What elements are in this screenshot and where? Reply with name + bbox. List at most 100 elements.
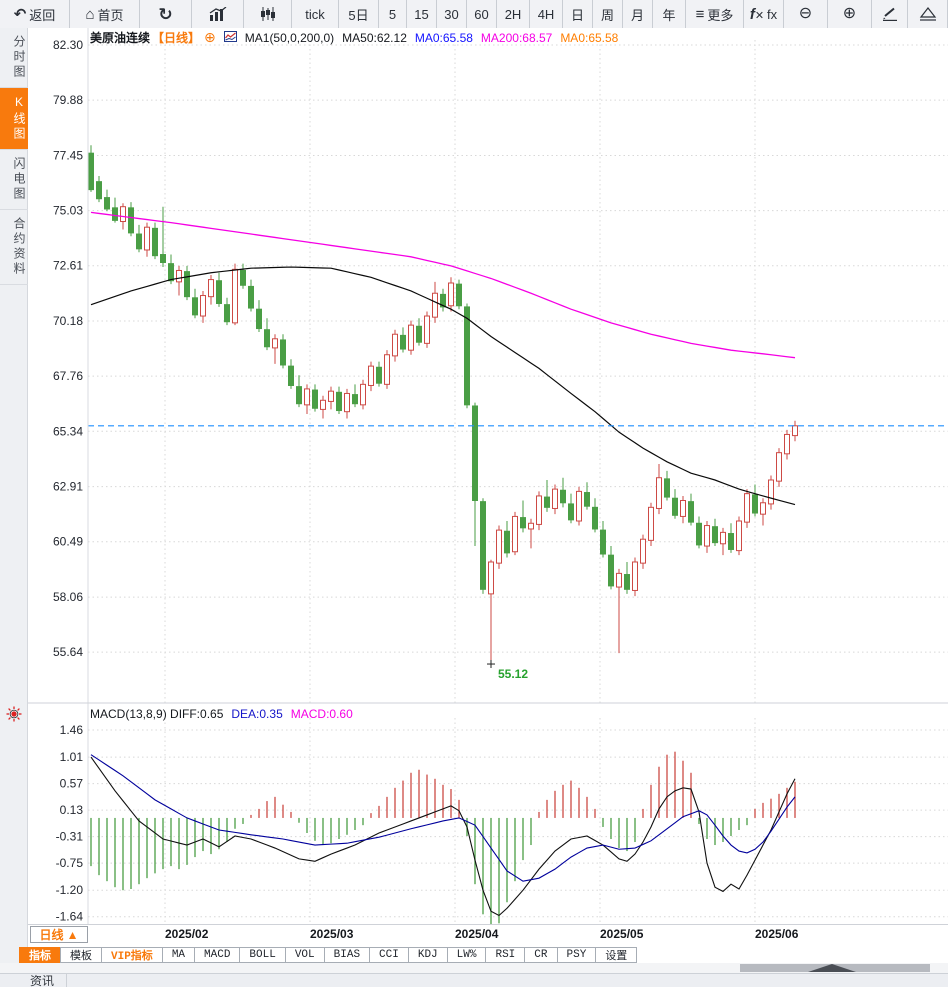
toolbar-button-label: 4H [537,6,555,22]
macd-axis-tick: -0.31 [56,830,84,844]
macd-axis-tick: -1.20 [56,883,84,897]
price-axis-tick: 62.91 [53,480,83,494]
toolbar-button-period-5[interactable]: 5 [379,0,407,28]
toolbar-button-label: 60 [474,6,489,22]
tab-CR[interactable]: CR [524,947,558,963]
toolbar-button-label: 5 [388,6,397,22]
toolbar-button-period-4h[interactable]: 4H [530,0,563,28]
macd-diff-label: MACD(13,8,9) DIFF:0.65 [90,707,224,721]
toolbar-button-candle-chart[interactable] [244,0,292,28]
toolbar-button-period-day[interactable]: 日 [563,0,593,28]
toolbar-button-tick[interactable]: tick [292,0,339,28]
toolbar-button-draw[interactable] [872,0,908,28]
tab-设置[interactable]: 设置 [595,947,638,963]
tab-指标[interactable]: 指标 [19,947,61,963]
toolbar-button-shapes[interactable] [908,0,948,28]
sidebar-item-4[interactable]: 合约资料 [0,210,28,285]
toolbar-button-label: fx [767,6,778,22]
toolbar-button-label: 15 [414,6,429,22]
add-indicator-icon[interactable]: ⊕ [204,29,216,45]
tab-模板[interactable]: 模板 [60,947,102,963]
status-bar: 资讯 [0,973,948,987]
macd-axis-tick: 0.13 [60,803,84,817]
macd-header: MACD(13,8,9) DIFF:0.65 DEA:0.35 MACD:0.6… [90,707,353,721]
tab-MACD[interactable]: MACD [194,947,241,963]
news-tab[interactable]: 资讯 [0,973,68,987]
kline-macd-chart-canvas[interactable]: 82.30 79.88 77.45 75.03 72.61 70.18 67.76 65.34… [28,28,948,925]
toolbar-button-period-30[interactable]: 30 [437,0,467,28]
toolbar-button-label: tick [305,6,325,22]
tab-RSI[interactable]: RSI [485,947,526,963]
tab-PSY[interactable]: PSY [556,947,597,963]
tab-VIP指标[interactable]: VIP指标 [101,947,163,963]
ma0-blue-value: MA0:65.58 [414,30,473,45]
toolbar-button-more[interactable]: ≡ 更多 [686,0,744,28]
toolbar-button-label: 月 [630,7,644,23]
toolbar-button-trend-chart[interactable] [192,0,244,28]
toolbar-button-home[interactable]: ⌂ 首页 [70,0,140,28]
price-axis-tick: 77.45 [53,148,83,162]
price-axis-tick: 82.30 [53,38,83,52]
price-axis-tick: 55.64 [53,645,83,659]
toolbar-button-period-60[interactable]: 60 [467,0,497,28]
tab-CCI[interactable]: CCI [369,947,409,963]
tab-BOLL[interactable]: BOLL [239,947,286,963]
toolbar-button-label: 年 [662,7,676,23]
tab-VOL[interactable]: VOL [284,947,325,963]
macd-axis-tick: -1.64 [56,910,84,924]
period-selector-button[interactable]: 日线 ▲ [30,926,88,943]
mini-chart-icon[interactable] [223,30,237,45]
toolbar-button-label: 日 [570,7,584,23]
toolbar-button-label: 30 [444,6,459,22]
panel-collapse-handle-icon[interactable] [808,964,856,972]
zoom-out-icon: ⊖ [798,5,813,22]
toolbar-button-period-5d[interactable]: 5日 [339,0,379,28]
candlestick-icon [260,7,276,21]
price-axis-tick: 67.76 [53,369,83,383]
sidebar-item-2[interactable]: K线图 [0,88,28,150]
toolbar-button-refresh[interactable]: ↻ [140,0,192,28]
draw-pencil-icon [882,7,898,21]
formula-fx-icon: f✕ [749,5,765,23]
toolbar-button-label: 周 [600,7,614,23]
macd-axis-tick: 1.46 [60,723,84,737]
toolbar-button-zoom-out[interactable]: ⊖ [784,0,828,28]
x-axis-month-label: 2025/04 [455,927,499,941]
toolbar-button-zoom-in[interactable]: ⊕ [828,0,872,28]
price-axis-tick: 72.61 [53,259,83,273]
refresh-icon: ↻ [158,4,173,24]
x-axis-row: 日线 ▲ 2025/02 2025/03 2025/04 2025/05 2025/06 [28,925,948,945]
price-axis-tick: 75.03 [53,204,83,218]
tab-MA[interactable]: MA [161,947,196,963]
macd-dea-label: DEA:0.35 [231,707,283,721]
low-price-marker-label: 55.12 [498,667,528,681]
toolbar-button-back[interactable]: ↶ 返回 [0,0,70,28]
toolbar-button-period-2h[interactable]: 2H [497,0,530,28]
price-axis-tick: 65.34 [53,424,83,438]
price-axis-tick: 79.88 [53,93,83,107]
tab-BIAS[interactable]: BIAS [323,947,371,963]
tab-LW%[interactable]: LW% [446,947,487,963]
x-axis-month-label: 2025/02 [165,927,209,941]
toolbar-button-period-15[interactable]: 15 [407,0,437,28]
sidebar-item-3[interactable]: 闪电图 [0,150,28,210]
sidebar-item-1[interactable]: 分时图 [0,28,28,88]
toolbar-button-label: 2H [504,6,522,22]
shape-triangle-icon [919,7,937,21]
price-chart-header: 美原油连续 【日线】 ⊕ MA1(50,0,200,0) MA50:62.12 … [90,29,618,46]
toolbar-button-label: 首页 [97,7,124,23]
ma0-orange-value: MA0:65.58 [560,30,619,45]
top-toolbar: ↶ 返回 ⌂ 首页 ↻ tick 5日 5 15 30 60 2H 4H 日周月年 ≡ 更多 f✕ fx ⊖ ⊕ [0,0,948,28]
toolbar-button-period-week[interactable]: 周 [593,0,623,28]
toolbar-button-period-month[interactable]: 月 [623,0,653,28]
toolbar-button-fx[interactable]: f✕ fx [744,0,784,28]
indicator-sun-icon[interactable] [6,706,22,722]
toolbar-button-period-year[interactable]: 年 [653,0,686,28]
hamburger-menu-icon: ≡ [695,5,705,23]
price-axis-tick: 60.49 [53,535,83,549]
home-icon: ⌂ [85,5,95,23]
indicator-tab-bar: 指标 模板 VIP指标 MA MACD BOLL VOL BIAS CCI KDJ LW% RSI CR… [19,947,638,963]
toolbar-button-label: 5日 [348,7,369,23]
tab-KDJ[interactable]: KDJ [407,947,448,963]
